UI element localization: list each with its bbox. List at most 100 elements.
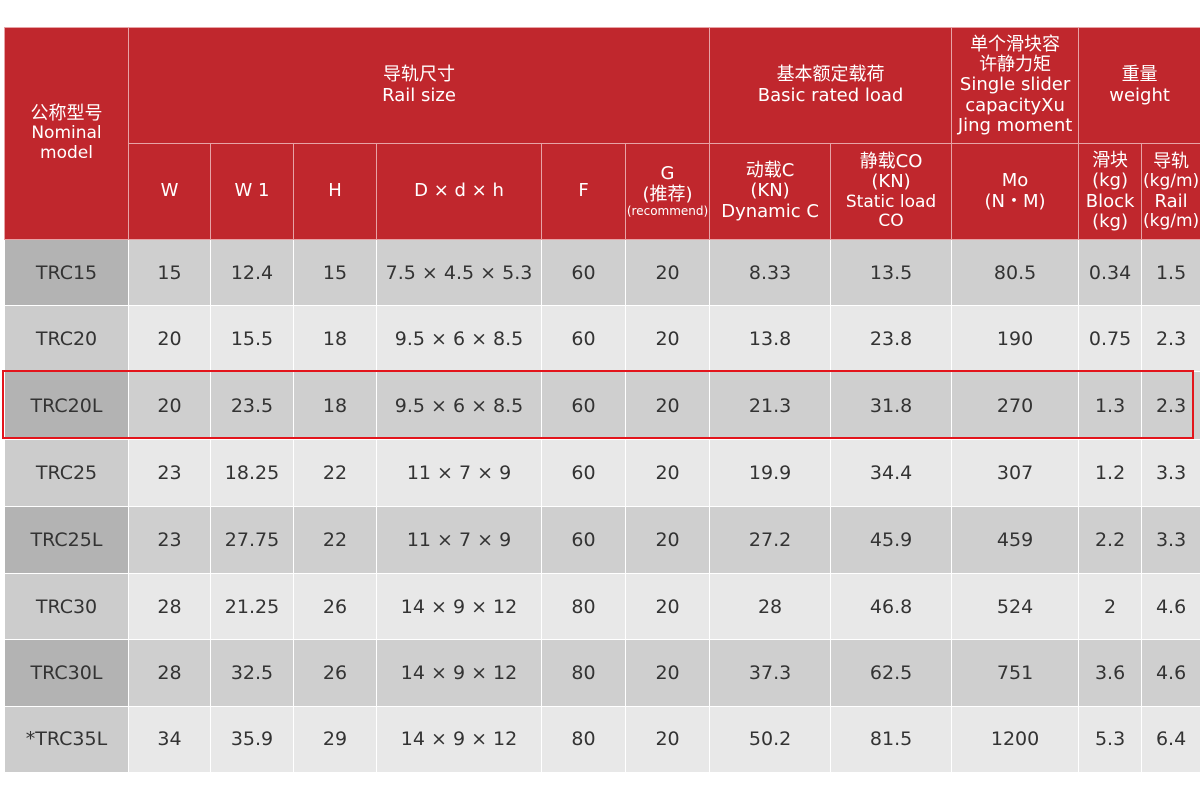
- header-block-l2: (kg): [1092, 170, 1129, 192]
- header-col-static: 静载CO (KN) Static load CO: [830, 143, 953, 240]
- model-cell: TRC20: [4, 305, 129, 373]
- table-cell: 1.5: [1141, 238, 1200, 307]
- header-basic-rated-load: 基本额定载荷 Basic rated load: [709, 27, 953, 144]
- table-cell: 15: [128, 238, 211, 307]
- header-g-l3: (recommend): [626, 204, 709, 219]
- table-row: TRC20L 20 23.5 18 9.5 × 6 × 8.5 60 20 21.3 31.8 2…: [4, 371, 1200, 440]
- table-cell: 22: [293, 505, 377, 575]
- table-row: TRC20 20 15.5 18 9.5 × 6 × 8.5 60 20 13.8 23.8 19…: [4, 305, 1200, 373]
- table-cell: 9.5 × 6 × 8.5: [376, 371, 542, 440]
- table-cell: 14 × 9 × 12: [376, 573, 542, 641]
- header-rail-l2: (kg/m): [1142, 171, 1200, 192]
- header-static-moment: 单个滑块容 许静力矩 Single slider capacityXu Jing…: [951, 27, 1080, 144]
- table-cell: 12.4: [210, 238, 294, 307]
- table-cell: 1200: [951, 705, 1080, 774]
- table-cell: 60: [541, 238, 626, 307]
- table-cell: 34.4: [830, 438, 953, 507]
- table-cell: 18: [293, 305, 377, 373]
- table-row: *TRC35L 34 35.9 29 14 × 9 × 12 80 20 50.2 81.5 12…: [4, 705, 1200, 774]
- table-cell: 23.8: [830, 305, 953, 373]
- header-col-g: G (推荐) (recommend): [624, 143, 711, 240]
- header-col-w: W: [128, 143, 211, 240]
- table-cell: 0.34: [1078, 238, 1143, 307]
- table-cell: 23: [128, 505, 211, 575]
- table-cell: 80.5: [951, 238, 1080, 307]
- table-cell: 3.3: [1141, 438, 1200, 507]
- table-cell: 9.5 × 6 × 8.5: [376, 305, 542, 373]
- spec-table-body: TRC15 15 12.4 15 7.5 × 4.5 × 5.3 60 20 8.33 13.5…: [4, 238, 1200, 774]
- table-cell: 2.3: [1141, 371, 1200, 440]
- table-cell: 26: [293, 573, 377, 641]
- header-rail-size: 导轨尺寸 Rail size: [127, 27, 711, 144]
- table-cell: 18: [293, 371, 377, 440]
- table-cell: 21.3: [709, 371, 832, 440]
- table-cell: 22: [293, 438, 377, 507]
- header-col-dynamic: 动载C (KN) Dynamic C: [709, 143, 832, 240]
- table-cell: 60: [541, 438, 626, 507]
- table-cell: 46.8: [830, 573, 953, 641]
- header-rail-l1: 导轨: [1153, 150, 1190, 172]
- table-cell: 81.5: [830, 705, 953, 774]
- table-cell: 14 × 9 × 12: [376, 705, 542, 774]
- table-cell: 60: [541, 505, 626, 575]
- header-rail-l4: (kg/m): [1142, 210, 1200, 231]
- header-basic-load-en: Basic rated load: [757, 84, 904, 106]
- header-col-h: H: [293, 143, 377, 240]
- table-cell: 45.9: [830, 505, 953, 575]
- table-row: TRC30L 28 32.5 26 14 × 9 × 12 80 20 37.3 62.5 751…: [4, 639, 1200, 707]
- table-cell: 13.5: [830, 238, 953, 307]
- header-col-rail: 导轨 (kg/m) Rail (kg/m): [1141, 143, 1200, 240]
- model-cell: TRC30: [4, 573, 129, 641]
- table-cell: 6.4: [1141, 705, 1200, 774]
- table-cell: 32.5: [210, 639, 294, 707]
- table-cell: 80: [541, 705, 626, 774]
- header-dynamic-l2: (KN): [750, 180, 790, 202]
- table-cell: 0.75: [1078, 305, 1143, 373]
- header-model-cn: 公称型号: [30, 103, 103, 125]
- table-cell: 60: [541, 305, 626, 373]
- table-cell: 20: [624, 505, 711, 575]
- table-cell: 80: [541, 639, 626, 707]
- table-cell: 459: [951, 505, 1080, 575]
- table-cell: 28: [709, 573, 832, 641]
- table-cell: 7.5 × 4.5 × 5.3: [376, 238, 542, 307]
- table-cell: 18.25: [210, 438, 294, 507]
- header-moment-cn1: 单个滑块容: [970, 33, 1061, 55]
- header-col-mo: Mo (N・M): [951, 143, 1080, 240]
- table-cell: 5.3: [1078, 705, 1143, 774]
- table-cell: 37.3: [709, 639, 832, 707]
- table-cell: 4.6: [1141, 573, 1200, 641]
- table-cell: 26: [293, 639, 377, 707]
- table-cell: 50.2: [709, 705, 832, 774]
- table-cell: 80: [541, 573, 626, 641]
- table-cell: 524: [951, 573, 1080, 641]
- table-row: TRC30 28 21.25 26 14 × 9 × 12 80 20 28 46.8 524 2 4…: [4, 573, 1200, 641]
- header-block-l3: Block: [1085, 190, 1135, 212]
- header-col-block: 滑块 (kg) Block (kg): [1078, 143, 1143, 240]
- table-cell: 14 × 9 × 12: [376, 639, 542, 707]
- table-cell: 20: [624, 438, 711, 507]
- table-cell: 34: [128, 705, 211, 774]
- model-cell: TRC20L: [4, 371, 129, 440]
- header-moment-en2: capacityXu: [965, 94, 1065, 116]
- header-model-en1: Nominal: [31, 123, 102, 144]
- model-cell: TRC25L: [4, 505, 129, 575]
- header-block-l1: 滑块: [1092, 149, 1129, 171]
- table-cell: 20: [624, 305, 711, 373]
- table-cell: 2.2: [1078, 505, 1143, 575]
- table-cell: 29: [293, 705, 377, 774]
- table-cell: 21.25: [210, 573, 294, 641]
- header-rail-size-cn: 导轨尺寸: [383, 64, 456, 86]
- table-cell: 35.9: [210, 705, 294, 774]
- table-cell: 4.6: [1141, 639, 1200, 707]
- table-cell: 31.8: [830, 371, 953, 440]
- table-cell: 8.33: [709, 238, 832, 307]
- model-cell: TRC15: [4, 238, 129, 307]
- header-block-l4: (kg): [1092, 210, 1129, 232]
- header-weight-en: weight: [1109, 84, 1170, 106]
- header-moment-en3: Jing moment: [957, 114, 1073, 136]
- header-dynamic-l1: 动载C: [745, 160, 795, 181]
- header-static-l3: Static load CO: [845, 191, 937, 231]
- header-dynamic-l3: Dynamic C: [721, 200, 819, 222]
- table-row: TRC25L 23 27.75 22 11 × 7 × 9 60 20 27.2 45.9 459…: [4, 505, 1200, 575]
